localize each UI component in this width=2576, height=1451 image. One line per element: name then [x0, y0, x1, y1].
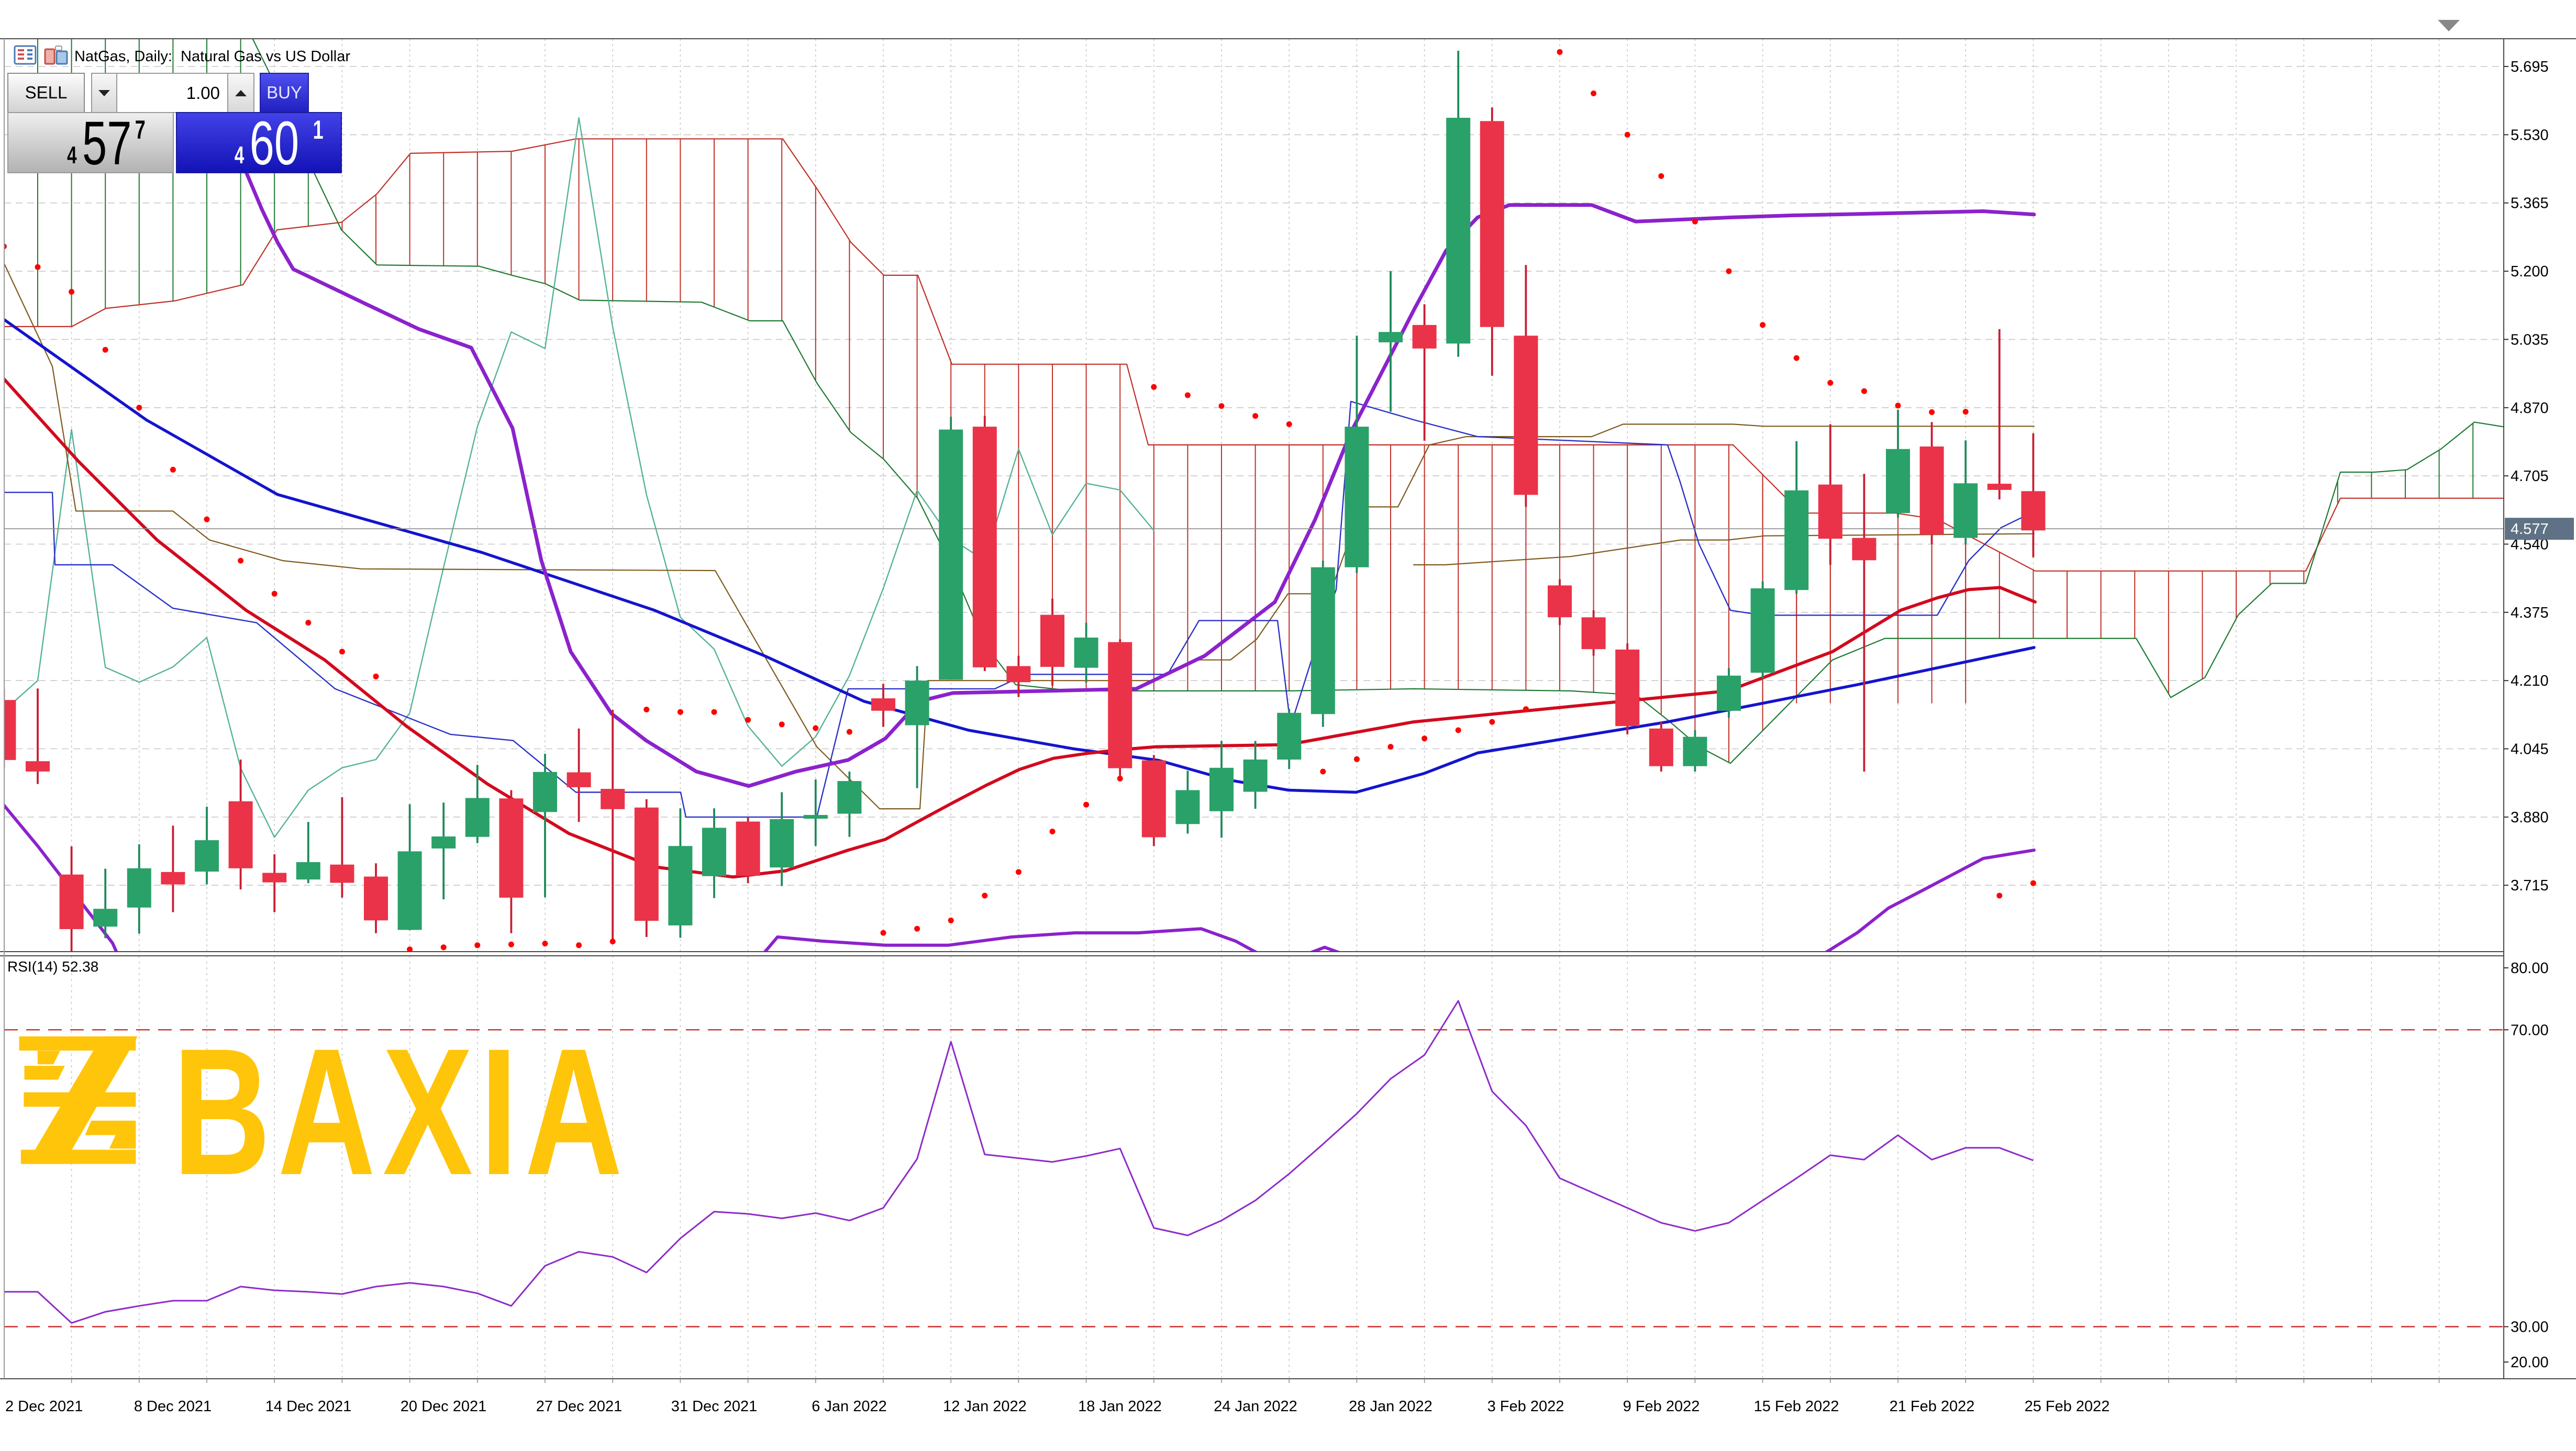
- svg-text:14 Dec 2021: 14 Dec 2021: [265, 1398, 351, 1415]
- svg-text:3 Feb 2022: 3 Feb 2022: [1487, 1398, 1564, 1415]
- svg-text:5.200: 5.200: [2511, 263, 2549, 280]
- svg-text:31 Dec 2021: 31 Dec 2021: [671, 1398, 757, 1415]
- svg-text:18 Jan 2022: 18 Jan 2022: [1078, 1398, 1162, 1415]
- svg-text:4: 4: [235, 142, 245, 169]
- svg-text:5.530: 5.530: [2511, 127, 2549, 143]
- svg-text:5.695: 5.695: [2511, 59, 2549, 75]
- svg-text:NatGas, Daily: Natural Gas vs: NatGas, Daily: Natural Gas vs US Dollar: [74, 48, 350, 65]
- svg-text:4.705: 4.705: [2511, 468, 2549, 485]
- svg-text:12 Jan 2022: 12 Jan 2022: [943, 1398, 1027, 1415]
- svg-text:BUY: BUY: [267, 83, 302, 102]
- svg-text:SELL: SELL: [25, 83, 68, 102]
- svg-text:24 Jan 2022: 24 Jan 2022: [1214, 1398, 1297, 1415]
- svg-text:20.00: 20.00: [2511, 1354, 2549, 1371]
- svg-text:4.870: 4.870: [2511, 400, 2549, 417]
- svg-text:70.00: 70.00: [2511, 1022, 2549, 1039]
- svg-text:30.00: 30.00: [2511, 1319, 2549, 1336]
- svg-text:1: 1: [313, 116, 324, 144]
- svg-text:4.210: 4.210: [2511, 673, 2549, 689]
- svg-text:3.880: 3.880: [2511, 809, 2549, 826]
- svg-text:RSI(14) 52.38: RSI(14) 52.38: [7, 958, 98, 975]
- svg-text:4.577: 4.577: [2511, 521, 2549, 538]
- svg-text:20 Dec 2021: 20 Dec 2021: [401, 1398, 486, 1415]
- svg-text:15 Feb 2022: 15 Feb 2022: [1754, 1398, 1839, 1415]
- svg-text:3.715: 3.715: [2511, 877, 2549, 894]
- svg-text:6 Jan 2022: 6 Jan 2022: [812, 1398, 887, 1415]
- svg-text:27 Dec 2021: 27 Dec 2021: [536, 1398, 622, 1415]
- svg-text:80.00: 80.00: [2511, 960, 2549, 977]
- svg-text:2 Dec 2021: 2 Dec 2021: [5, 1398, 83, 1415]
- svg-text:7: 7: [135, 116, 146, 144]
- svg-text:BAXIA: BAXIA: [173, 1011, 630, 1213]
- svg-text:4: 4: [67, 142, 77, 169]
- svg-text:21 Feb 2022: 21 Feb 2022: [1890, 1398, 1975, 1415]
- svg-text:9 Feb 2022: 9 Feb 2022: [1623, 1398, 1700, 1415]
- svg-text:28 Jan 2022: 28 Jan 2022: [1349, 1398, 1433, 1415]
- svg-text:5.035: 5.035: [2511, 331, 2549, 348]
- svg-text:4.045: 4.045: [2511, 741, 2549, 758]
- svg-text:4.375: 4.375: [2511, 605, 2549, 621]
- svg-text:60: 60: [250, 108, 299, 177]
- svg-text:1.00: 1.00: [186, 83, 220, 103]
- svg-text:25 Feb 2022: 25 Feb 2022: [2025, 1398, 2110, 1415]
- svg-text:5.365: 5.365: [2511, 195, 2549, 212]
- svg-text:57: 57: [82, 108, 131, 177]
- svg-text:8 Dec 2021: 8 Dec 2021: [134, 1398, 212, 1415]
